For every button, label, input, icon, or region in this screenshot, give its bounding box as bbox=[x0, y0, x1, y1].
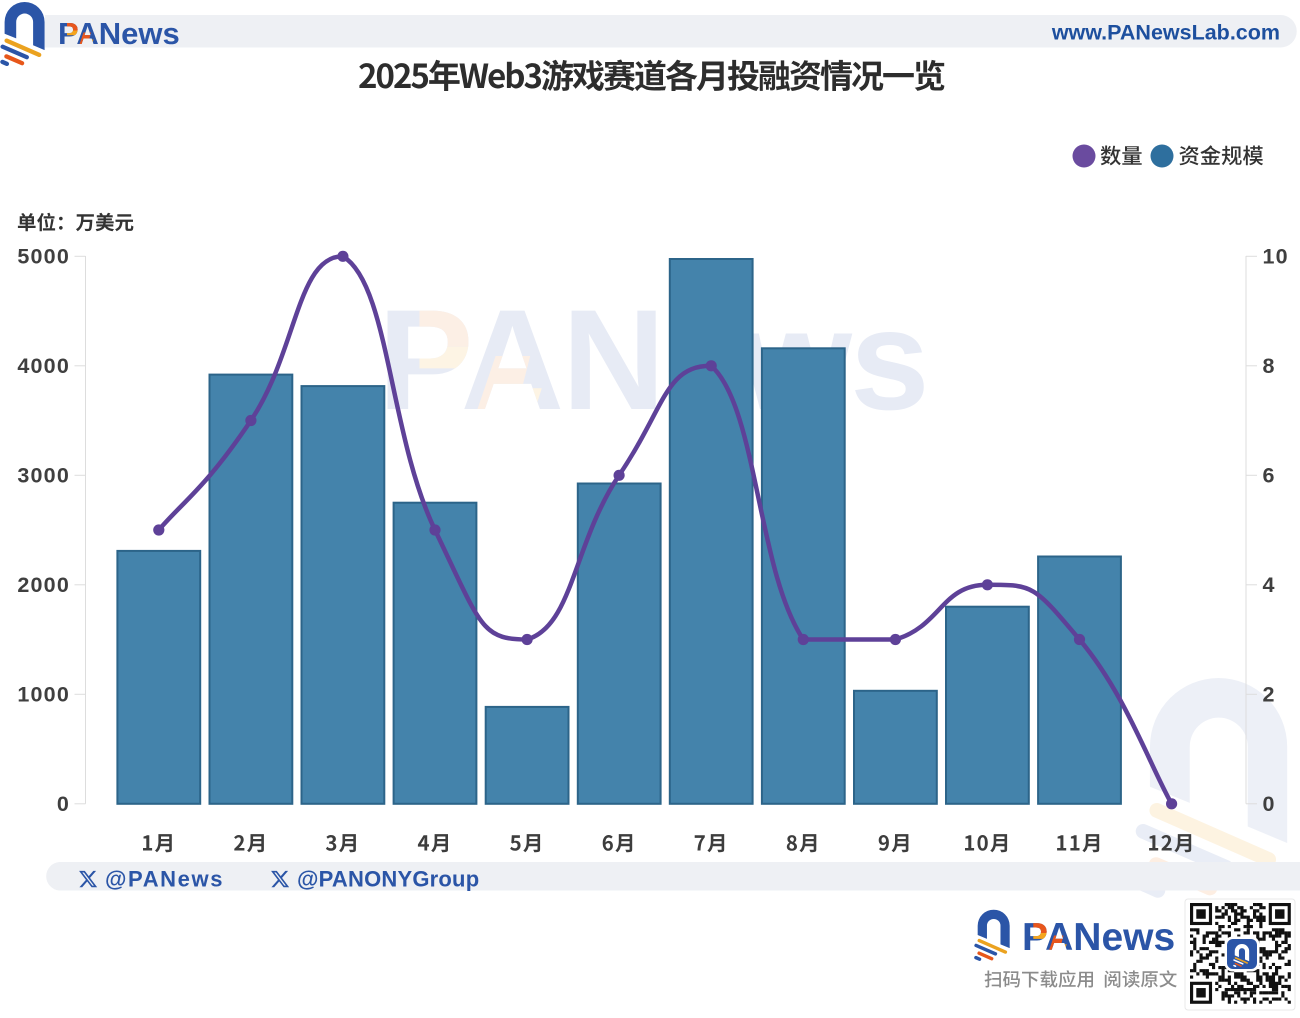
svg-text:PANews: PANews bbox=[1022, 916, 1175, 959]
svg-text:2: 2 bbox=[1263, 682, 1276, 706]
svg-text:PANews: PANews bbox=[1022, 916, 1175, 959]
svg-text:PANews: PANews bbox=[378, 281, 928, 440]
svg-text:PANews: PANews bbox=[58, 16, 180, 51]
svg-text:PANews: PANews bbox=[1022, 916, 1175, 959]
svg-text:www.PANewsLab.com: www.PANewsLab.com bbox=[1051, 21, 1280, 45]
svg-text:1000: 1000 bbox=[17, 682, 70, 706]
svg-text:PANews: PANews bbox=[1022, 916, 1175, 959]
svg-text:0: 0 bbox=[1263, 792, 1276, 816]
svg-text:10: 10 bbox=[1263, 244, 1289, 268]
svg-text:PANews: PANews bbox=[58, 16, 180, 51]
svg-text:0: 0 bbox=[57, 792, 70, 816]
svg-text:4: 4 bbox=[1263, 573, 1276, 597]
svg-text:@PANONYGroup: @PANONYGroup bbox=[297, 867, 479, 892]
svg-text:PANews: PANews bbox=[378, 281, 928, 440]
svg-text:PANews: PANews bbox=[378, 281, 928, 440]
svg-text:4000: 4000 bbox=[17, 354, 70, 378]
svg-text:6: 6 bbox=[1263, 463, 1276, 487]
svg-text:PANews: PANews bbox=[58, 16, 180, 51]
svg-text:PANews: PANews bbox=[58, 16, 180, 51]
svg-text:PANews: PANews bbox=[58, 16, 180, 51]
svg-text:3000: 3000 bbox=[17, 463, 70, 487]
svg-text:@PANews: @PANews bbox=[105, 867, 224, 892]
svg-text:2000: 2000 bbox=[17, 573, 70, 597]
svg-text:8: 8 bbox=[1263, 354, 1276, 378]
svg-text:5000: 5000 bbox=[17, 244, 70, 268]
